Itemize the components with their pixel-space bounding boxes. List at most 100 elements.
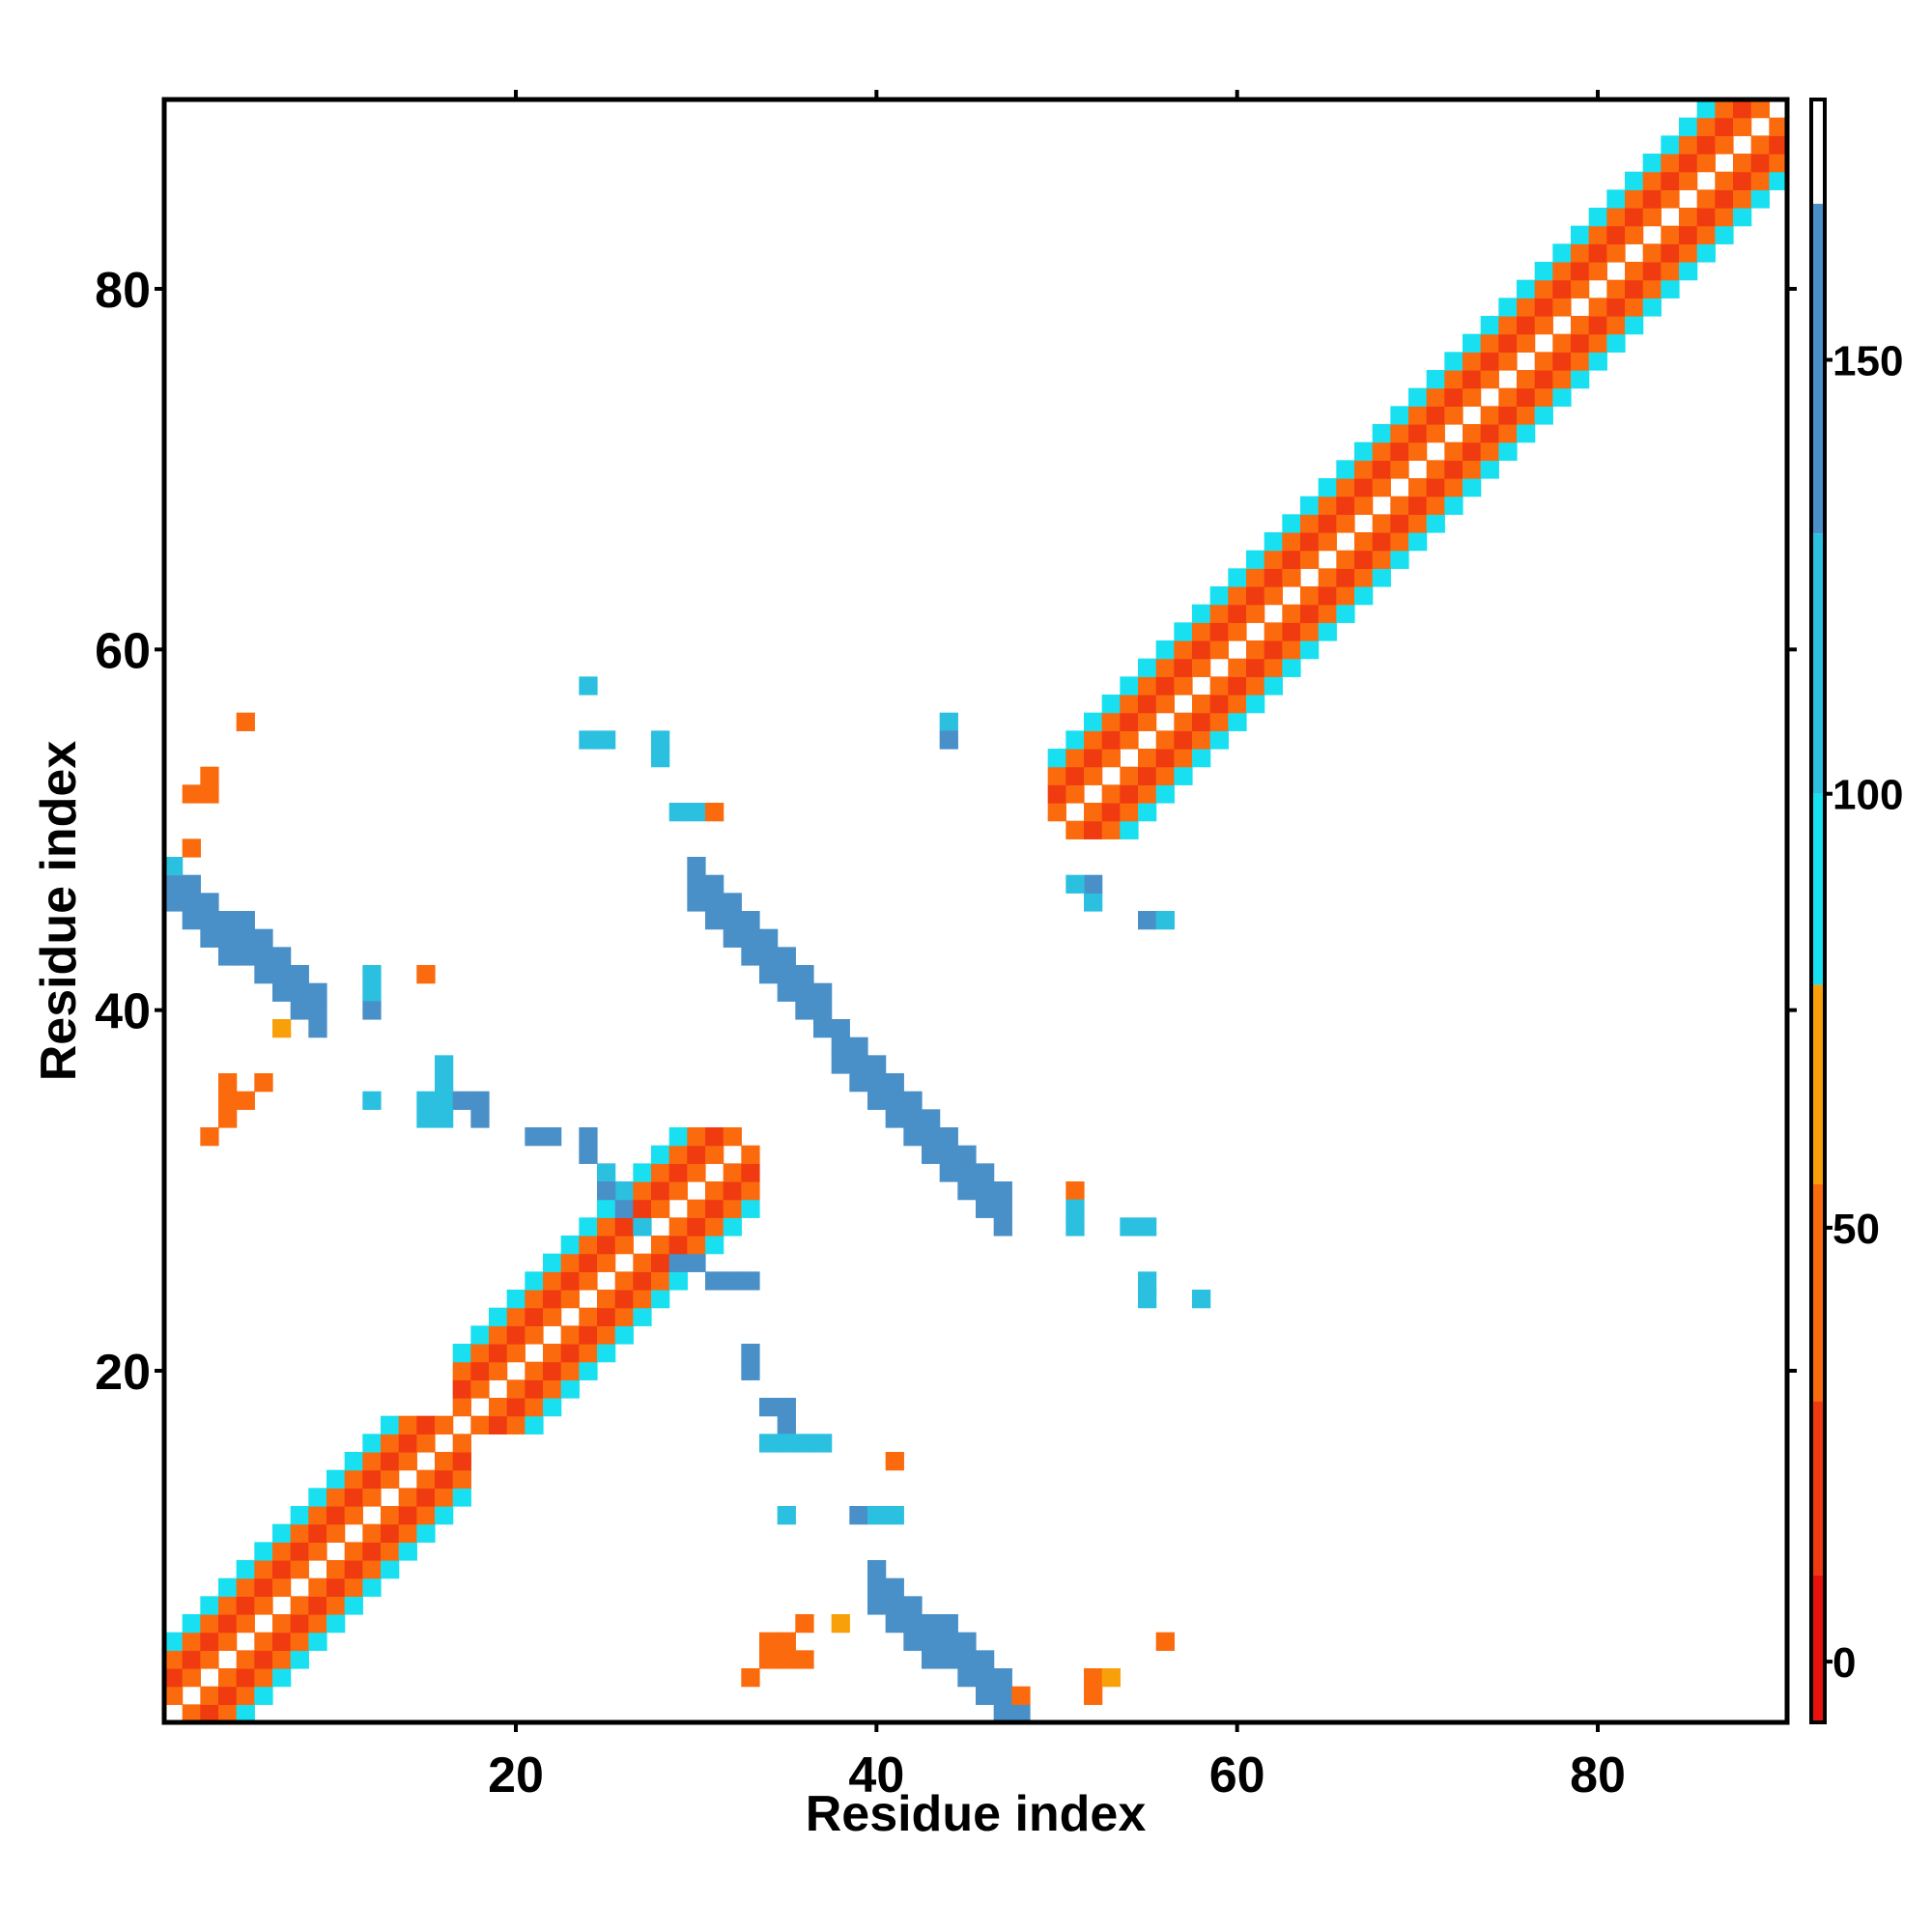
- heatmap-cell: [922, 1127, 941, 1147]
- heatmap-cell: [1228, 586, 1247, 606]
- heatmap-cell: [1426, 406, 1445, 425]
- heatmap-cell: [1588, 352, 1607, 371]
- heatmap-cell: [452, 1434, 471, 1453]
- heatmap-cell: [614, 1290, 634, 1309]
- heatmap-cell: [1228, 712, 1247, 731]
- heatmap-cell: [470, 1344, 490, 1363]
- heatmap-cell: [308, 1596, 327, 1615]
- heatmap-cell: [867, 1577, 887, 1597]
- heatmap-cell: [579, 1253, 598, 1272]
- heatmap-cell: [579, 1145, 598, 1164]
- heatmap-cell: [1534, 387, 1553, 407]
- heatmap-cell: [795, 1001, 814, 1020]
- heatmap-cell: [1084, 712, 1103, 731]
- heatmap-cell: [1336, 478, 1355, 497]
- heatmap-cell: [1480, 424, 1499, 443]
- heatmap-cell: [218, 1686, 238, 1705]
- heatmap-cell: [1552, 279, 1572, 298]
- heatmap-cell: [741, 1344, 760, 1363]
- heatmap-cell: [1552, 298, 1572, 317]
- heatmap-cell: [1264, 532, 1283, 552]
- heatmap-cell: [543, 1307, 562, 1326]
- heatmap-cell: [1318, 622, 1337, 641]
- heatmap-cell: [1463, 333, 1482, 353]
- heatmap-cell: [1101, 695, 1121, 714]
- heatmap-cell: [327, 1560, 346, 1579]
- heatmap-cell: [452, 1344, 471, 1363]
- heatmap-cell: [687, 803, 706, 822]
- heatmap-cell: [633, 1271, 652, 1291]
- heatmap-cell: [1408, 478, 1428, 497]
- heatmap-cell: [1300, 550, 1320, 569]
- heatmap-cell: [435, 1055, 454, 1074]
- heatmap-cell: [525, 1127, 544, 1147]
- heatmap-cell: [957, 1668, 977, 1688]
- heatmap-cell: [182, 874, 201, 894]
- heatmap-cell: [1588, 243, 1607, 263]
- heatmap-cell: [560, 1236, 580, 1255]
- heatmap-cell: [254, 1650, 273, 1669]
- heatmap-cell: [1606, 189, 1626, 209]
- heatmap-cell: [308, 1523, 327, 1543]
- heatmap-cell: [614, 1271, 634, 1291]
- heatmap-cell: [1047, 784, 1066, 804]
- heatmap-cell: [1372, 514, 1391, 533]
- heatmap-cell: [344, 1469, 363, 1489]
- heatmap-cell: [1661, 189, 1680, 209]
- heatmap-cell: [1642, 208, 1662, 227]
- heatmap-cell: [272, 982, 292, 1002]
- heatmap-cell: [597, 1253, 616, 1272]
- heatmap-cell: [1426, 514, 1445, 533]
- heatmap-cell: [560, 1253, 580, 1272]
- heatmap-cell: [741, 1181, 760, 1201]
- heatmap-cell: [164, 1668, 184, 1688]
- heatmap-cell: [668, 1217, 688, 1236]
- heatmap-cell: [597, 1290, 616, 1309]
- heatmap-cell: [1336, 496, 1355, 515]
- heatmap-cell: [435, 1488, 454, 1507]
- heatmap-cell: [795, 982, 814, 1002]
- heatmap-cell: [993, 1704, 1012, 1723]
- heatmap-cell: [200, 784, 219, 804]
- heatmap-cell: [1571, 352, 1590, 371]
- heatmap-cell: [1120, 695, 1139, 714]
- heatmap-cell: [723, 1199, 742, 1218]
- heatmap-cell: [1282, 640, 1301, 660]
- heatmap-cell: [1300, 514, 1320, 533]
- heatmap-cell: [614, 1217, 634, 1236]
- heatmap-cell: [1517, 298, 1536, 317]
- heatmap-cell: [777, 1632, 796, 1651]
- heatmap-cell: [1571, 333, 1590, 353]
- heatmap-cell: [1444, 370, 1463, 389]
- heatmap-cell: [1065, 874, 1085, 894]
- heatmap-cell: [362, 1001, 382, 1020]
- heatmap-cell: [1300, 604, 1320, 623]
- heatmap-cell: [1372, 441, 1391, 461]
- heatmap-cell: [885, 1577, 904, 1597]
- heatmap-cell: [164, 857, 184, 876]
- heatmap-cell: [1372, 460, 1391, 479]
- heatmap-cell: [1480, 460, 1499, 479]
- heatmap-cell: [1571, 262, 1590, 281]
- heatmap-cell: [939, 1127, 958, 1147]
- heatmap-cell: [687, 1145, 706, 1164]
- heatmap-cell: [272, 1668, 292, 1688]
- heatmap-cell: [1606, 298, 1626, 317]
- heatmap-cell: [668, 803, 688, 822]
- heatmap-cell: [308, 1019, 327, 1038]
- heatmap-cell: [705, 1236, 724, 1255]
- heatmap-cell: [1318, 604, 1337, 623]
- heatmap-cell: [633, 1307, 652, 1326]
- heatmap-cell: [885, 1452, 904, 1471]
- heatmap-cell: [327, 1614, 346, 1634]
- heatmap-cell: [1228, 676, 1247, 696]
- heatmap-cell: [1625, 298, 1644, 317]
- heatmap-cell: [1174, 712, 1193, 731]
- heatmap-cell: [272, 1523, 292, 1543]
- heatmap-cell: [1138, 695, 1157, 714]
- heatmap-cell: [543, 1253, 562, 1272]
- heatmap-cell: [1155, 695, 1175, 714]
- heatmap-cell: [200, 928, 219, 948]
- heatmap-cell: [922, 1145, 941, 1164]
- heatmap-cell: [1354, 532, 1374, 552]
